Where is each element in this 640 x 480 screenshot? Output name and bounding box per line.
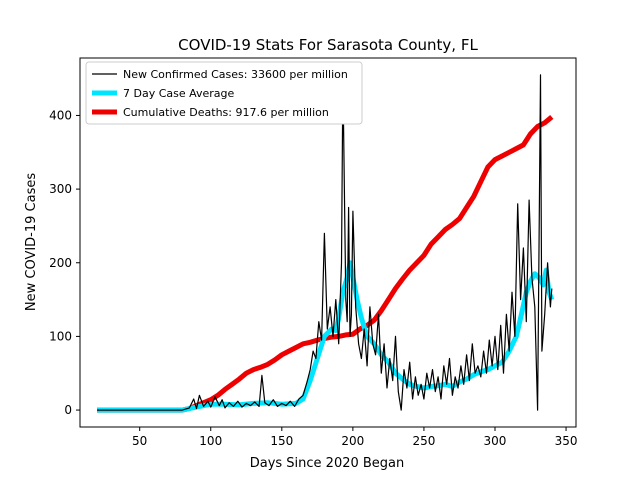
y-tick-label: 200	[49, 256, 72, 270]
x-axis: 50 100 150 200 250 300 350	[132, 427, 578, 448]
legend-entry-0: New Confirmed Cases: 33600 per million	[123, 68, 348, 81]
x-tick-label: 100	[199, 434, 222, 448]
y-axis-label: New COVID-19 Cases	[24, 173, 39, 311]
legend: New Confirmed Cases: 33600 per million 7 …	[85, 61, 363, 125]
series-line-1	[97, 260, 555, 413]
x-tick-label: 300	[484, 434, 507, 448]
plot-frame	[79, 57, 577, 428]
y-tick-label: 0	[64, 403, 72, 417]
x-tick-label: 250	[412, 434, 435, 448]
x-tick-label: 350	[555, 434, 578, 448]
plot-area	[79, 57, 577, 428]
y-axis: 0 100 200 300 400	[49, 108, 80, 417]
legend-entry-1: 7 Day Case Average	[123, 87, 235, 100]
x-tick-label: 150	[270, 434, 293, 448]
x-tick-label: 50	[132, 434, 147, 448]
y-tick-label: 300	[49, 182, 72, 196]
legend-entry-2: Cumulative Deaths: 917.6 per million	[123, 106, 329, 119]
series-line-0	[97, 74, 553, 411]
legend-box	[85, 61, 363, 125]
chart-title: COVID-19 Stats For Sarasota County, FL	[178, 36, 478, 54]
y-tick-label: 400	[49, 108, 72, 122]
x-tick-label: 200	[341, 434, 364, 448]
x-axis-label: Days Since 2020 Began	[250, 456, 405, 471]
y-tick-label: 100	[49, 329, 72, 343]
